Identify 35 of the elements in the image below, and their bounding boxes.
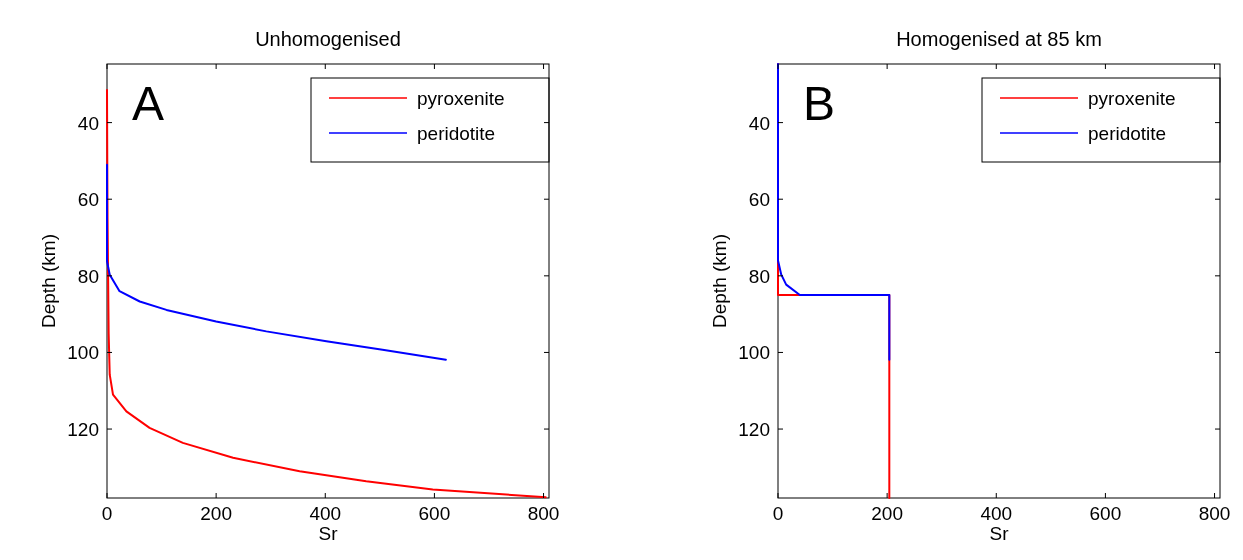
y-axis-title: Depth (km) [38,234,59,328]
x-axis-title: Sr [989,523,1010,544]
x-tick-label: 0 [101,503,113,524]
x-tick-label: 600 [418,503,451,524]
legend-label: pyroxenite [1088,88,1176,109]
y-axis-title: Depth (km) [709,234,730,328]
y-tick-label: 80 [77,265,99,287]
y-tick-label: 120 [67,419,99,441]
chart-title: Homogenised at 85 km [896,28,1102,50]
y-tick-label: 40 [77,112,99,134]
x-tick-label: 200 [871,503,903,524]
x-tick-label: 800 [527,503,560,524]
legend-label: peridotite [1088,123,1167,144]
x-tick-label: 600 [1089,503,1122,524]
chart-title: Unhomogenised [255,28,401,50]
y-tick-label: 40 [748,112,770,134]
line-series [106,163,447,361]
y-tick-label: 60 [77,189,99,211]
x-tick-label: 400 [980,503,1013,524]
legend-label: peridotite [417,123,496,144]
legend-label: pyroxenite [417,88,505,109]
annotation: A [132,77,165,130]
x-tick-label: 800 [1198,503,1231,524]
y-tick-label: 60 [748,189,770,211]
annotation: B [803,77,836,130]
y-tick-label: 100 [67,342,99,364]
line-series [777,63,891,361]
y-tick-label: 100 [738,342,770,364]
y-tick-label: 80 [748,265,770,287]
line-series [106,89,547,499]
x-axis-title: Sr [318,523,339,544]
x-tick-label: 200 [200,503,232,524]
x-tick-label: 400 [309,503,342,524]
y-tick-label: 120 [738,419,770,441]
x-tick-label: 0 [772,503,784,524]
